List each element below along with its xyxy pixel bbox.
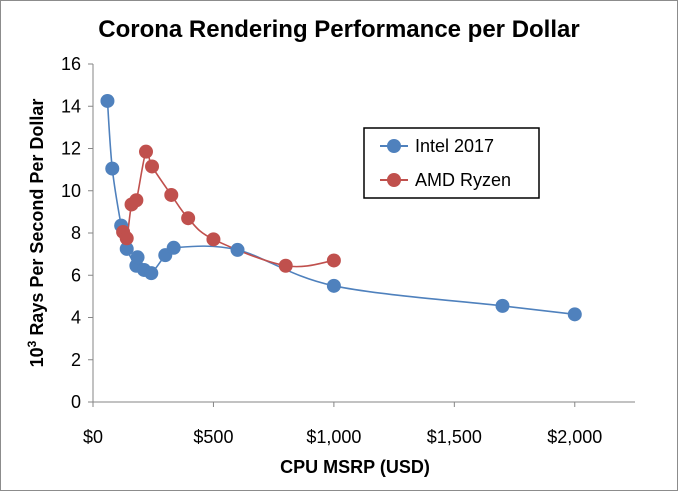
data-point-amd (164, 187, 179, 202)
x-tick-label: $1,500 (427, 427, 482, 447)
y-tick-label: 14 (61, 96, 81, 116)
x-tick-label: $1,000 (306, 427, 361, 447)
y-tick-label: 2 (71, 350, 81, 370)
data-point-amd (326, 253, 341, 268)
data-point-intel (326, 278, 341, 293)
series-points (100, 93, 582, 322)
y-axis-title-sup: 3 (25, 340, 39, 347)
x-tick-label: $0 (83, 427, 103, 447)
data-point-intel (567, 307, 582, 322)
data-point-intel (105, 161, 120, 176)
y-axis-title-rest: Rays Per Second Per Dollar (27, 99, 47, 341)
x-tick-label: $2,000 (547, 427, 602, 447)
data-point-amd (145, 159, 160, 174)
data-point-amd (119, 231, 134, 246)
data-point-intel (230, 242, 245, 257)
legend-marker-intel (387, 139, 401, 153)
data-point-amd (138, 144, 153, 159)
data-point-intel (119, 241, 134, 256)
data-point-intel (166, 240, 181, 255)
data-point-intel (495, 298, 510, 313)
y-tick-label: 4 (71, 308, 81, 328)
y-axis-title-base: 10 (27, 347, 47, 367)
data-point-amd (206, 232, 221, 247)
legend: Intel 2017 AMD Ryzen (363, 127, 540, 199)
legend-marker-amd (387, 173, 401, 187)
y-axis-title: 103 Rays Per Second Per Dollar (25, 99, 47, 368)
y-tick-label: 12 (61, 139, 81, 159)
y-axis-ticks: 0 2 4 6 8 10 12 14 16 (61, 54, 93, 412)
legend-label-intel: Intel 2017 (415, 136, 494, 156)
y-tick-label: 8 (71, 223, 81, 243)
y-tick-label: 10 (61, 181, 81, 201)
data-point-amd (129, 193, 144, 208)
x-tick-label: $500 (193, 427, 233, 447)
x-axis-ticks: $0 $500 $1,000 $1,500 $2,000 (83, 402, 602, 447)
data-point-amd (278, 258, 293, 273)
legend-item-amd: AMD Ryzen (380, 170, 511, 190)
data-point-intel (130, 250, 145, 265)
data-point-amd (181, 211, 196, 226)
data-point-intel (100, 93, 115, 108)
data-point-intel (144, 266, 159, 281)
legend-label-amd: AMD Ryzen (415, 170, 511, 190)
y-tick-label: 0 (71, 392, 81, 412)
y-tick-label: 16 (61, 54, 81, 74)
x-axis-title: CPU MSRP (USD) (280, 457, 430, 477)
chart-title: Corona Rendering Performance per Dollar (98, 16, 579, 43)
legend-item-intel: Intel 2017 (380, 136, 494, 156)
y-tick-label: 6 (71, 265, 81, 285)
